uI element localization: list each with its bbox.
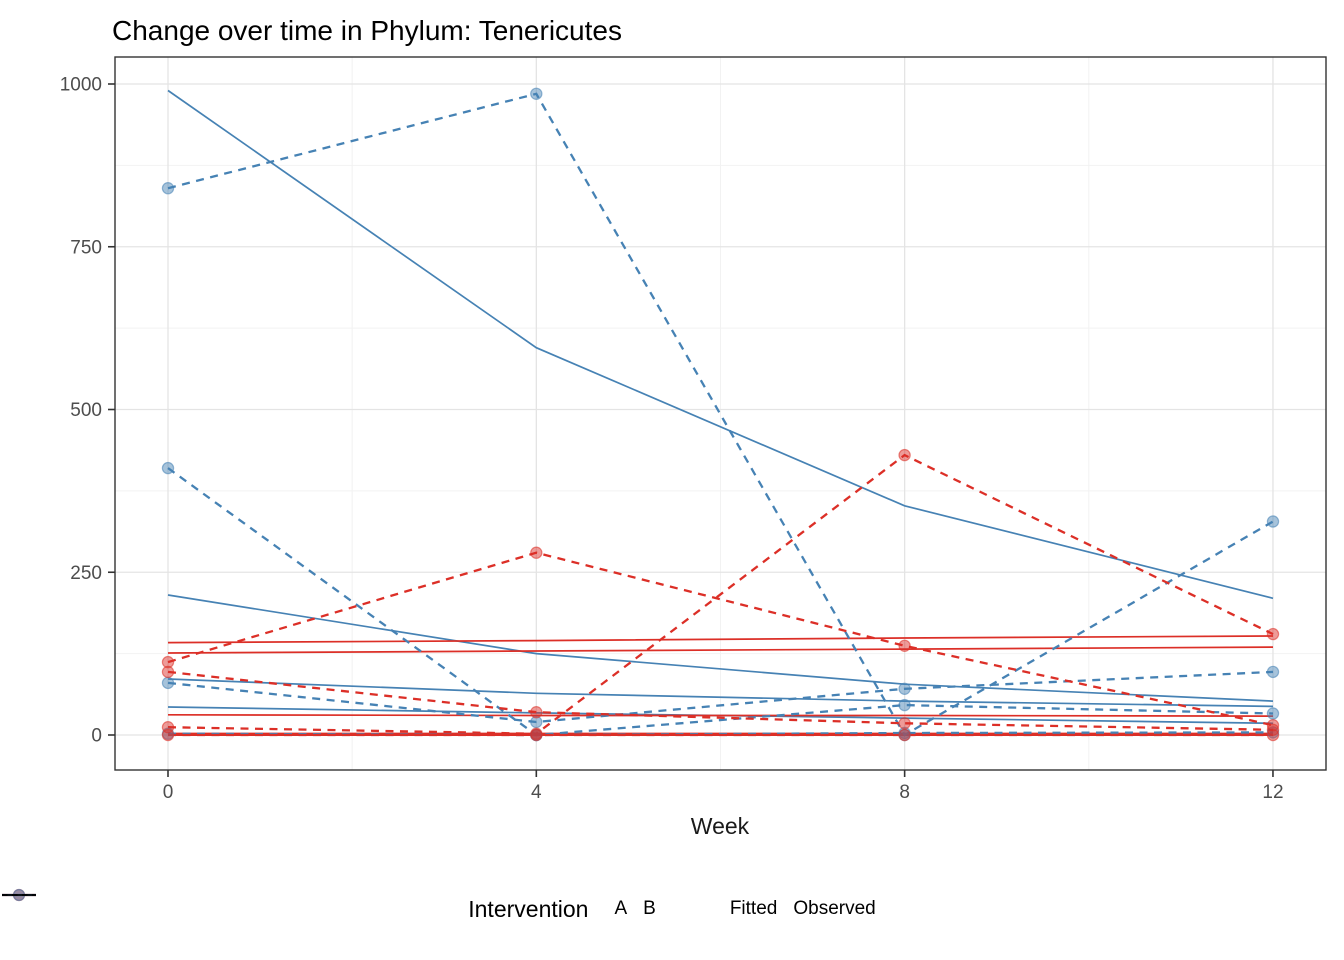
legend-item-fitted: Fitted [2,894,778,920]
point-A-observed-4-w8 [898,728,911,742]
series-line-B-fitted-2 [167,594,1274,702]
point-B-observed-1-w4 [530,87,543,101]
legend-label-b: B [643,898,656,919]
axis-tick-labels: 0 4 8 12 0 250 500 750 1000 [60,75,1284,804]
point-A-observed-4-w12 [1266,728,1280,742]
legend-title: Intervention [468,895,589,922]
y-axis-tick-label: 500 [70,400,102,421]
legend-item-group-a: A [2,888,628,920]
point-A-observed-1-w4 [530,546,543,559]
point-B-observed-3-w0 [161,676,175,690]
legend-key-fitted-icon [2,894,36,896]
series-line-B-fitted-3 [167,678,1274,708]
x-axis-tick-label: 4 [531,782,542,803]
point-A-observed-2-w8 [898,717,911,730]
point-A-observed-2-w0 [161,665,175,679]
series-line-A-observed-3 [167,453,1274,735]
gridlines-minor [115,57,1326,770]
legend-item-group-b: B [2,888,656,920]
x-axis-tick-label: 0 [163,782,174,803]
point-B-observed-2-w8 [898,698,911,712]
legend-label-a: A [614,898,628,919]
x-axis-tick-label: 8 [899,782,910,803]
y-axis-tick-label: 1000 [60,75,102,96]
point-B-observed-1-w0 [161,181,175,195]
x-axis-tick-label: 12 [1262,782,1283,803]
series-line-A-fitted-3 [167,713,1274,717]
series-line-A-fitted-1 [167,635,1274,644]
series-line-A-observed-1 [167,551,1274,727]
chart-title: Change over time in Phylum: Tenericutes [112,15,622,46]
y-axis-tick-label: 250 [70,563,102,584]
point-B-observed-1-w12 [1266,515,1280,528]
point-B-observed-3-w8 [898,682,911,696]
legend: Intervention A B Fitted [0,884,1344,934]
point-A-observed-3-w12 [1266,627,1280,641]
legend-label-fitted: Fitted [729,898,778,919]
point-A-observed-2-w4 [530,706,543,719]
series-line-B-observed-3 [167,670,1274,724]
x-axis-title: Week [691,813,750,839]
point-B-observed-2-w12 [1266,707,1280,720]
point-A-observed-1-w12 [1266,719,1280,732]
series-line-B-observed-2 [167,467,1274,737]
point-B-observed-2-w0 [161,461,175,475]
axis-tick-marks [108,83,1274,777]
series-lines [167,89,1274,737]
legend-label-observed: Observed [793,898,876,919]
point-B-observed-3-w12 [1266,665,1280,679]
plot-panel-border [114,56,1327,771]
line-chart-canvas: Change over time in Phylum: Tenericutes … [60,15,1327,839]
point-A-observed-4-w0 [161,728,175,742]
observed-points [161,87,1280,742]
point-A-observed-3-w8 [898,448,911,462]
point-A-observed-1-w8 [898,639,911,653]
y-axis-tick-label: 750 [70,237,102,258]
point-A-observed-1-w0 [161,655,175,669]
point-A-observed-4-w4 [530,728,543,742]
legend-key-observed-icon [2,894,36,896]
series-line-A-observed-2 [167,670,1274,731]
legend-item-observed: Observed [2,894,876,920]
series-line-B-observed-1 [167,92,1274,737]
series-line-A-fitted-2 [167,646,1274,654]
series-line-B-fitted-1 [167,89,1274,600]
y-axis-tick-label: 0 [91,726,102,747]
